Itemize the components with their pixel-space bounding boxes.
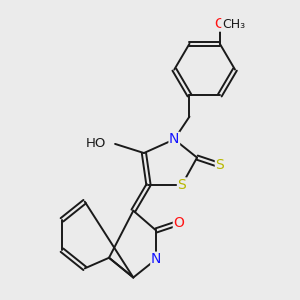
Text: N: N xyxy=(151,252,161,266)
Text: O: O xyxy=(173,216,184,230)
Text: S: S xyxy=(215,158,224,172)
Text: N: N xyxy=(169,132,179,146)
Text: S: S xyxy=(178,178,186,192)
Text: O: O xyxy=(214,17,225,31)
Text: HO: HO xyxy=(86,137,106,150)
Text: CH₃: CH₃ xyxy=(222,17,245,31)
